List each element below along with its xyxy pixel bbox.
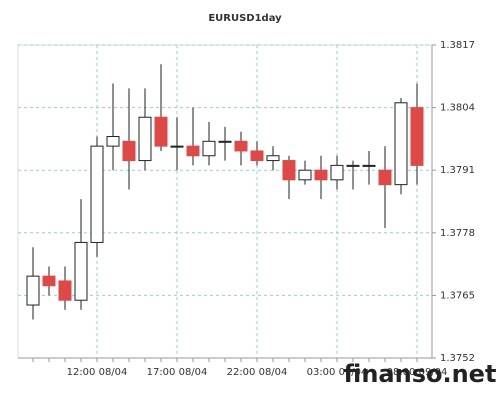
candle-body <box>106 135 120 147</box>
candle-body <box>362 164 376 167</box>
candle-body <box>170 145 184 148</box>
chart-title: EURUSD1day <box>208 13 282 24</box>
y-tick-label: 1.3765 <box>440 290 475 301</box>
candle-body <box>202 140 216 157</box>
candle-body <box>186 145 200 157</box>
y-tick-label: 1.3804 <box>440 103 475 114</box>
candle-body <box>234 140 248 152</box>
candle-body <box>122 140 136 162</box>
x-tick-label: 12:00 08/04 <box>67 367 128 378</box>
candle-body <box>58 280 72 301</box>
y-tick-label: 1.3817 <box>440 40 475 51</box>
candle-body <box>282 160 296 181</box>
candle-body <box>394 102 408 186</box>
candle-body <box>298 169 312 181</box>
x-tick-label: 17:00 08/04 <box>147 367 208 378</box>
candle-body <box>74 241 88 301</box>
x-tick-label: 22:00 08/04 <box>227 367 288 378</box>
candle-body <box>314 169 328 181</box>
candle-body <box>26 275 40 306</box>
candle-body <box>330 164 344 181</box>
candle-body <box>266 155 280 162</box>
y-tick-label: 1.3752 <box>440 353 475 364</box>
candle-body <box>42 275 56 287</box>
watermark: finanso.net <box>344 360 497 388</box>
candle-body <box>154 116 168 147</box>
x-tick-label: 03:00 09/04 <box>307 367 368 378</box>
candle-body <box>138 116 152 162</box>
x-tick-label: 08:00 09/04 <box>387 367 448 378</box>
candle-body <box>378 169 392 186</box>
candle-body <box>250 150 264 162</box>
candle-body <box>218 140 232 143</box>
candle-body <box>346 164 360 167</box>
candle-body <box>410 107 424 166</box>
y-tick-label: 1.3778 <box>440 228 475 239</box>
y-tick-label: 1.3791 <box>440 165 475 176</box>
candle-body <box>90 145 104 243</box>
